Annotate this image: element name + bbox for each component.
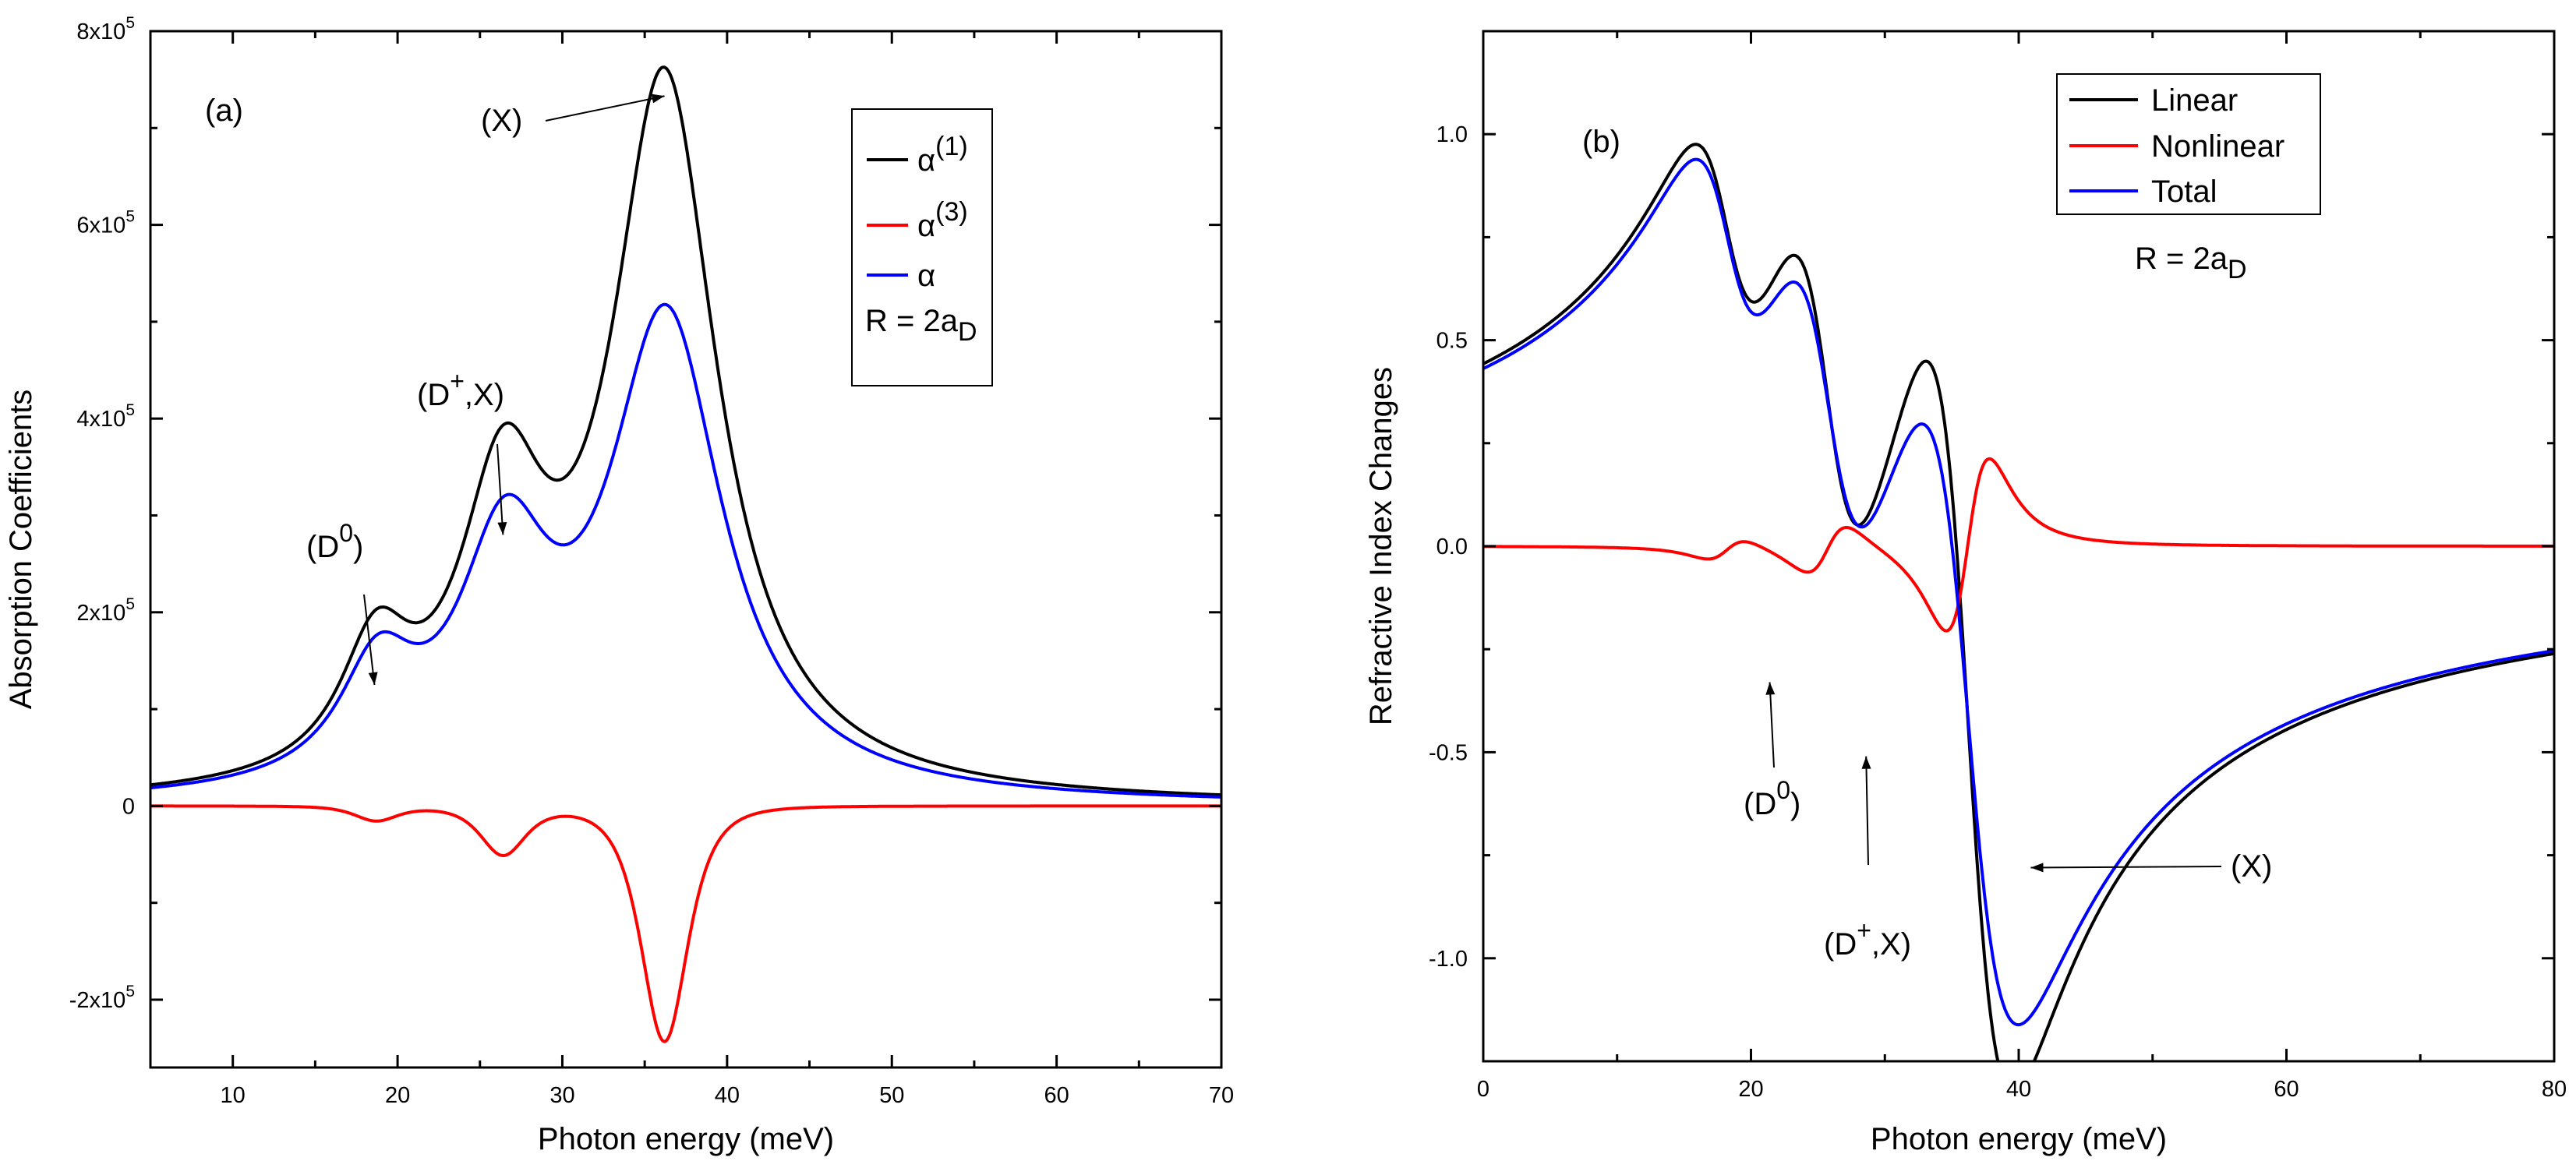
annotation-arrowhead bbox=[2030, 863, 2044, 873]
legend-label: Nonlinear bbox=[2151, 129, 2284, 164]
y-tick-label: 0.0 bbox=[1436, 535, 1468, 559]
legend-label: α bbox=[917, 259, 935, 293]
y-tick-label: -1.0 bbox=[1429, 947, 1468, 972]
annotation-arrow bbox=[363, 594, 376, 686]
panel-label: (a) bbox=[205, 94, 243, 128]
annotation-arrow bbox=[545, 95, 665, 122]
peak-annotation: (D0) bbox=[306, 519, 363, 564]
y-axis-title: Refractive Index Changes bbox=[1364, 367, 1398, 725]
annotation-arrow bbox=[1769, 682, 1775, 768]
annotation-arrow bbox=[496, 443, 504, 535]
x-tick-label: 0 bbox=[1477, 1077, 1489, 1102]
y-tick-label: 6x105 bbox=[76, 208, 135, 238]
x-tick-label: 40 bbox=[715, 1083, 740, 1108]
annotation-arrow bbox=[1865, 756, 1869, 866]
x-tick-label: 60 bbox=[2274, 1077, 2299, 1102]
y-axis-title: Absorption Coefficients bbox=[4, 390, 38, 710]
x-tick-label: 70 bbox=[1209, 1083, 1234, 1108]
x-tick-label: 80 bbox=[2542, 1077, 2567, 1102]
annotation-arrowhead bbox=[1861, 756, 1871, 769]
peak-annotation: (D+,X) bbox=[417, 367, 504, 412]
peak-annotation: (D0) bbox=[1744, 776, 1800, 821]
series-line-nonlinear bbox=[1483, 457, 2554, 633]
peak-annotation: (D+,X) bbox=[1824, 916, 1911, 962]
peak-annotation: (X) bbox=[2231, 849, 2272, 884]
legend: α(1) α(3) α bbox=[851, 108, 993, 386]
x-tick-label: 20 bbox=[1738, 1077, 1763, 1102]
peak-annotation: (X) bbox=[481, 104, 522, 138]
annotation-arrowhead bbox=[497, 522, 507, 535]
x-tick-label: 40 bbox=[2006, 1077, 2031, 1102]
parameter-note: R = 2aD bbox=[865, 304, 977, 347]
legend: Linear Nonlinear Total bbox=[2056, 73, 2321, 215]
legend-box bbox=[851, 108, 993, 386]
panel-label: (b) bbox=[1582, 125, 1620, 159]
y-tick-label: 2x105 bbox=[76, 595, 135, 626]
series-line-linear bbox=[1483, 143, 2554, 1061]
series-line-total bbox=[150, 302, 1221, 799]
y-tick-label: 8x105 bbox=[76, 14, 135, 44]
series-line-total bbox=[1483, 157, 2554, 1027]
legend-label: α(1) bbox=[917, 132, 968, 178]
parameter-note: R = 2aD bbox=[2135, 242, 2247, 284]
annotation-arrowhead bbox=[368, 672, 378, 686]
y-tick-label: 1.0 bbox=[1436, 122, 1468, 147]
chart-panel-a: 10 20 30 40 50 60 70 -2x105 0 2x105 4x105 6x105 8x10… bbox=[4, 14, 1234, 1156]
x-axis-title: Photon energy (meV) bbox=[1871, 1122, 2167, 1156]
plot-frame bbox=[149, 30, 1223, 1069]
legend-label: α(3) bbox=[917, 197, 968, 243]
series-line-nonlinear bbox=[150, 804, 1221, 1043]
annotation-arrow bbox=[2030, 866, 2222, 869]
legend-label: Total bbox=[2151, 175, 2217, 209]
x-tick-label: 60 bbox=[1044, 1083, 1069, 1108]
annotation-arrowhead bbox=[651, 94, 665, 104]
x-tick-label: 10 bbox=[221, 1083, 246, 1108]
y-tick-label: -2x105 bbox=[69, 983, 135, 1013]
y-tick-label: 0 bbox=[122, 794, 135, 819]
x-tick-label: 20 bbox=[385, 1083, 410, 1108]
y-tick-label: -0.5 bbox=[1429, 740, 1468, 765]
x-tick-label: 50 bbox=[879, 1083, 904, 1108]
y-tick-label: 0.5 bbox=[1436, 329, 1468, 354]
legend-label: Linear bbox=[2151, 83, 2238, 118]
annotation-arrowhead bbox=[1765, 682, 1776, 695]
x-axis-title: Photon energy (meV) bbox=[538, 1122, 834, 1156]
x-tick-label: 30 bbox=[549, 1083, 574, 1108]
chart-panel-b: 0 20 40 60 80 -1.0 -0.5 0.0 0.5 1.0 Photon energy … bbox=[1364, 30, 2567, 1156]
series-line-linear bbox=[150, 65, 1221, 797]
y-tick-label: 4x105 bbox=[76, 401, 135, 432]
